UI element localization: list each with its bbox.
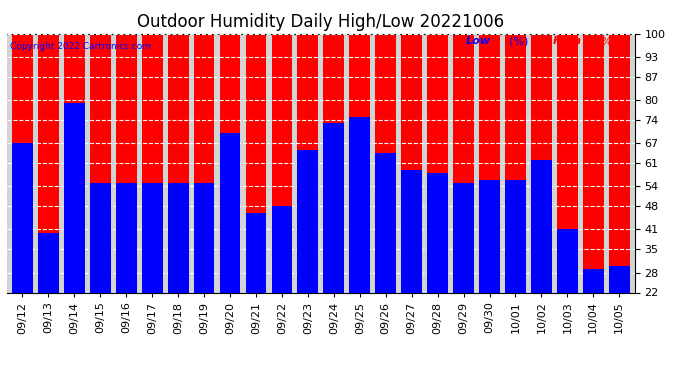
Bar xyxy=(479,180,500,292)
Bar xyxy=(142,34,163,292)
Bar xyxy=(272,34,293,292)
Bar xyxy=(557,34,578,292)
Bar xyxy=(453,34,474,292)
Bar xyxy=(583,34,604,292)
Text: (%): (%) xyxy=(509,36,529,46)
Bar xyxy=(583,269,604,292)
Bar xyxy=(375,153,396,292)
Bar xyxy=(12,34,33,292)
Bar xyxy=(324,123,344,292)
Bar xyxy=(219,133,240,292)
Bar xyxy=(402,170,422,292)
Bar xyxy=(349,34,370,292)
Text: Copyright 2022 Cartronics.com: Copyright 2022 Cartronics.com xyxy=(10,42,151,51)
Bar xyxy=(453,183,474,292)
Bar xyxy=(609,266,629,292)
Title: Outdoor Humidity Daily High/Low 20221006: Outdoor Humidity Daily High/Low 20221006 xyxy=(137,13,504,31)
Bar xyxy=(531,160,552,292)
Bar xyxy=(402,34,422,292)
Bar xyxy=(116,34,137,292)
Text: High: High xyxy=(553,36,582,46)
Bar xyxy=(246,34,266,292)
Bar xyxy=(609,34,629,292)
Bar xyxy=(64,34,85,292)
Bar xyxy=(194,34,215,292)
Bar xyxy=(64,104,85,292)
Bar xyxy=(479,34,500,292)
Bar xyxy=(505,34,526,292)
Bar xyxy=(349,117,370,292)
Bar xyxy=(505,180,526,292)
Text: Low: Low xyxy=(465,36,491,46)
Bar xyxy=(116,183,137,292)
Bar xyxy=(142,183,163,292)
Bar xyxy=(531,34,552,292)
Bar xyxy=(246,213,266,292)
Bar xyxy=(168,183,188,292)
Bar xyxy=(219,34,240,292)
Bar xyxy=(297,150,318,292)
Bar xyxy=(427,173,448,292)
Bar xyxy=(557,230,578,292)
Bar xyxy=(272,206,293,292)
Bar xyxy=(297,34,318,292)
Bar xyxy=(12,143,33,292)
Bar xyxy=(38,34,59,292)
Bar xyxy=(375,34,396,292)
Text: (%): (%) xyxy=(597,36,616,46)
Bar xyxy=(90,34,110,292)
Bar xyxy=(194,183,215,292)
Bar xyxy=(324,34,344,292)
Bar xyxy=(168,34,188,292)
Bar xyxy=(90,183,110,292)
Bar xyxy=(427,34,448,292)
Bar xyxy=(38,233,59,292)
